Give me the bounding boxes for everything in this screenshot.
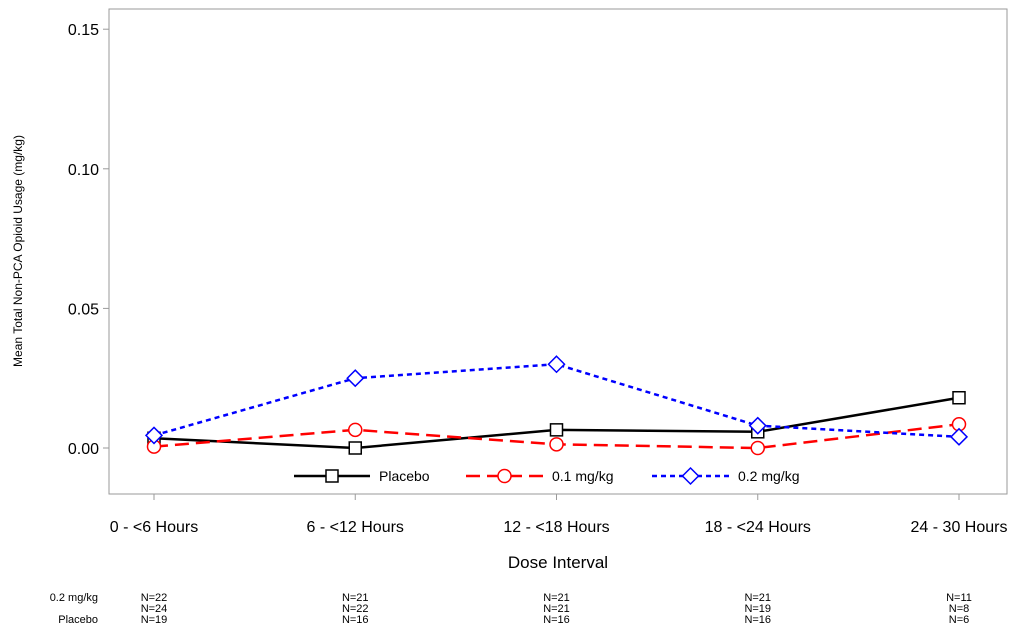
data-point-circle xyxy=(549,437,564,452)
series-line-2 xyxy=(153,362,960,439)
data-point-diamond xyxy=(346,369,365,388)
n-table-cell: N=16 xyxy=(543,614,570,626)
n-table-cell: N=22 xyxy=(342,603,369,615)
n-table-cell: N=19 xyxy=(141,614,168,626)
data-point-square xyxy=(952,390,966,405)
x-tick-label: 18 - <24 Hours xyxy=(705,519,811,536)
series-layer xyxy=(144,355,969,456)
data-point-diamond xyxy=(144,426,164,445)
n-table-cell: N=21 xyxy=(543,603,570,615)
n-table-cell: N=21 xyxy=(342,592,369,604)
x-axis: 0 - <6 Hours 6 - <12 Hours 12 - <18 Hours 1… xyxy=(110,494,1008,536)
n-table-cell: N=22 xyxy=(141,592,168,604)
data-point-square xyxy=(348,441,362,455)
x-tick-label: 24 - 30 Hours xyxy=(911,519,1008,536)
n-table-cell: N=16 xyxy=(744,614,771,626)
n-table-cell: N=19 xyxy=(744,603,771,615)
legend-marker-diamond xyxy=(681,466,700,486)
x-tick-label: 12 - <18 Hours xyxy=(503,519,609,536)
legend-label: 0.2 mg/kg xyxy=(738,468,799,484)
legend-marker-circle xyxy=(497,468,512,484)
y-axis-label: Mean Total Non-PCA Opioid Usage (mg/kg) xyxy=(11,135,25,367)
y-tick-label: 0.00 xyxy=(68,441,99,458)
data-point-square xyxy=(549,423,564,437)
legend: Placebo 0.1 mg/kg 0.2 mg/kg xyxy=(294,466,799,486)
n-table-row-label: 0.2 mg/kg xyxy=(50,592,98,604)
data-point-diamond xyxy=(949,427,969,446)
n-table-cell: N=21 xyxy=(744,592,771,604)
n-table-cell: N=16 xyxy=(342,614,369,626)
n-table-cell: N=6 xyxy=(949,614,970,626)
n-table-row-label: Placebo xyxy=(58,614,98,626)
plot-frame xyxy=(108,8,1008,495)
x-axis-label: Dose Interval xyxy=(508,553,608,572)
y-tick-label: 0.05 xyxy=(68,301,99,318)
y-tick-label: 0.10 xyxy=(68,162,99,179)
n-table-cell: N=11 xyxy=(946,592,972,604)
x-tick-label: 0 - <6 Hours xyxy=(110,519,198,536)
data-point-circle xyxy=(348,422,363,438)
legend-label: 0.1 mg/kg xyxy=(552,468,613,484)
n-table-cell: N=8 xyxy=(949,603,970,615)
y-axis: 0.00 0.05 0.10 0.15 xyxy=(68,22,109,458)
n-table-cell: N=21 xyxy=(543,592,570,604)
legend-label: Placebo xyxy=(379,468,430,484)
y-tick-label: 0.15 xyxy=(68,22,99,39)
data-point-circle xyxy=(750,440,765,456)
n-table-cell: N=24 xyxy=(141,603,168,615)
legend-marker-square xyxy=(325,469,339,483)
data-point-diamond xyxy=(547,355,566,374)
x-tick-label: 6 - <12 Hours xyxy=(307,519,404,536)
data-point-diamond xyxy=(748,416,767,435)
